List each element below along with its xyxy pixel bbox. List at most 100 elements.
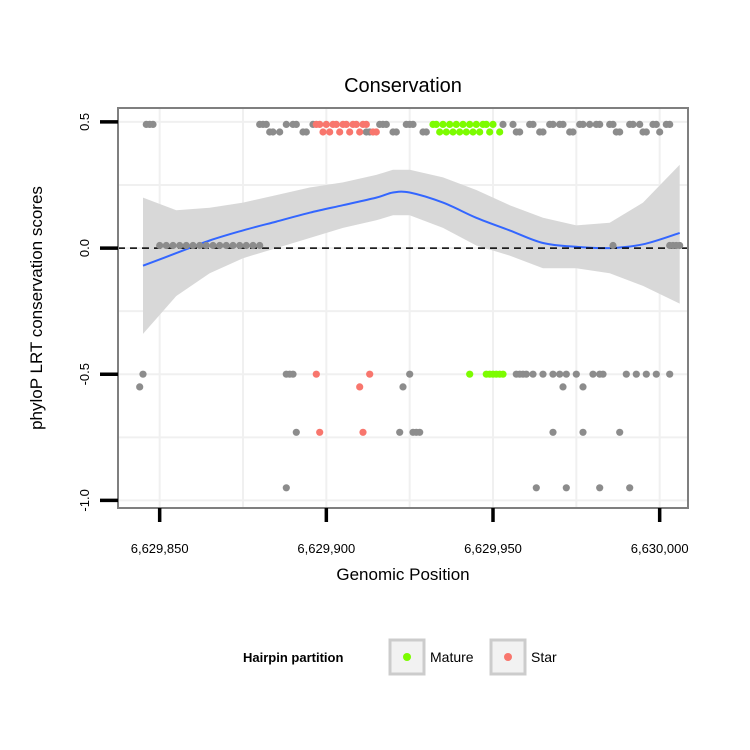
data-point-other	[396, 428, 404, 436]
legend-swatch-mature	[403, 653, 411, 661]
data-point-star	[316, 120, 324, 128]
data-point-other	[559, 120, 567, 128]
data-point-other	[629, 120, 637, 128]
data-point-other	[399, 383, 407, 391]
smooth-line	[142, 190, 680, 267]
data-point-other	[656, 128, 664, 136]
data-point-other	[569, 128, 577, 136]
confidence-band	[143, 164, 680, 334]
x-axis-title: Genomic Position	[336, 565, 469, 584]
data-point-other	[532, 484, 540, 492]
data-point-mature	[482, 120, 490, 128]
data-point-mature	[496, 128, 504, 136]
data-point-other	[256, 241, 264, 250]
data-point-other	[642, 370, 650, 378]
chart-title: Conservation	[344, 75, 462, 97]
data-point-other	[216, 241, 224, 250]
data-point-other	[169, 241, 177, 250]
confidence-band-layer	[143, 164, 680, 334]
points-layer	[136, 120, 684, 492]
legend-title: Hairpin partition	[243, 650, 343, 665]
y-tick-label: 0.0	[77, 239, 92, 257]
data-point-other	[589, 370, 597, 378]
data-point-other	[562, 484, 570, 492]
data-point-other	[652, 120, 660, 128]
data-point-other	[579, 120, 587, 128]
data-point-other	[406, 370, 414, 378]
data-point-other	[222, 241, 230, 250]
x-tick-labels: 6,629,850 6,629,900 6,629,950 6,630,000	[131, 541, 689, 556]
data-point-star	[316, 428, 324, 436]
data-point-other	[409, 120, 417, 128]
data-point-mature	[466, 370, 474, 378]
data-point-star	[362, 120, 370, 128]
data-point-other	[609, 241, 617, 250]
data-point-mature	[449, 128, 457, 136]
x-tick-label: 6,630,000	[631, 541, 689, 556]
data-point-other	[642, 128, 650, 136]
data-point-star	[312, 370, 320, 378]
data-point-other	[392, 128, 400, 136]
data-point-other	[529, 370, 537, 378]
data-point-other	[539, 128, 547, 136]
data-point-other	[579, 383, 587, 391]
data-point-other	[182, 241, 190, 250]
data-point-other	[289, 370, 297, 378]
x-tick-label: 6,629,850	[131, 541, 189, 556]
data-point-other	[282, 120, 290, 128]
data-point-other	[599, 370, 607, 378]
data-point-other	[652, 370, 660, 378]
plot-panel-border	[117, 107, 689, 509]
data-point-star	[326, 128, 334, 136]
data-point-mature	[442, 128, 450, 136]
data-point-other	[616, 128, 624, 136]
data-point-other	[596, 484, 604, 492]
axis-ticks	[100, 120, 662, 522]
data-point-other	[262, 120, 270, 128]
data-point-mature	[436, 128, 444, 136]
legend-item-star: Star	[489, 638, 557, 676]
legend-label-star: Star	[531, 649, 557, 665]
data-point-other	[189, 241, 197, 250]
data-point-other	[276, 128, 284, 136]
data-point-star	[356, 383, 364, 391]
data-point-other	[666, 370, 674, 378]
data-point-star	[372, 128, 380, 136]
data-point-other	[249, 241, 257, 250]
data-point-star	[356, 128, 364, 136]
data-point-other	[632, 370, 640, 378]
data-point-mature	[446, 120, 454, 128]
data-point-star	[336, 128, 344, 136]
x-tick-label: 6,629,900	[297, 541, 355, 556]
data-point-other	[549, 370, 557, 378]
data-point-other	[516, 128, 524, 136]
data-point-other	[529, 120, 537, 128]
data-point-other	[292, 120, 300, 128]
y-tick-label: -0.5	[77, 363, 92, 385]
data-point-other	[282, 484, 290, 492]
data-point-other	[162, 241, 170, 250]
data-point-mature	[456, 128, 464, 136]
y-tick-label: 0.5	[77, 113, 92, 131]
data-point-mature	[489, 120, 497, 128]
data-point-star	[366, 370, 374, 378]
data-point-other	[559, 383, 567, 391]
data-point-other	[302, 128, 310, 136]
data-point-other	[539, 370, 547, 378]
data-point-other	[596, 120, 604, 128]
data-point-mature	[466, 120, 474, 128]
data-point-other	[549, 428, 557, 436]
data-point-mature	[439, 120, 447, 128]
data-point-other	[202, 241, 210, 250]
legend-swatch-star	[504, 653, 512, 661]
smooth-line-layer	[142, 190, 680, 267]
data-point-mature	[499, 370, 507, 378]
data-point-mature	[462, 128, 470, 136]
data-point-other	[509, 120, 517, 128]
y-tick-label: -1.0	[77, 489, 92, 511]
data-point-star	[352, 120, 360, 128]
plot-panel	[118, 108, 688, 508]
data-point-other	[622, 370, 630, 378]
data-point-other	[269, 128, 277, 136]
